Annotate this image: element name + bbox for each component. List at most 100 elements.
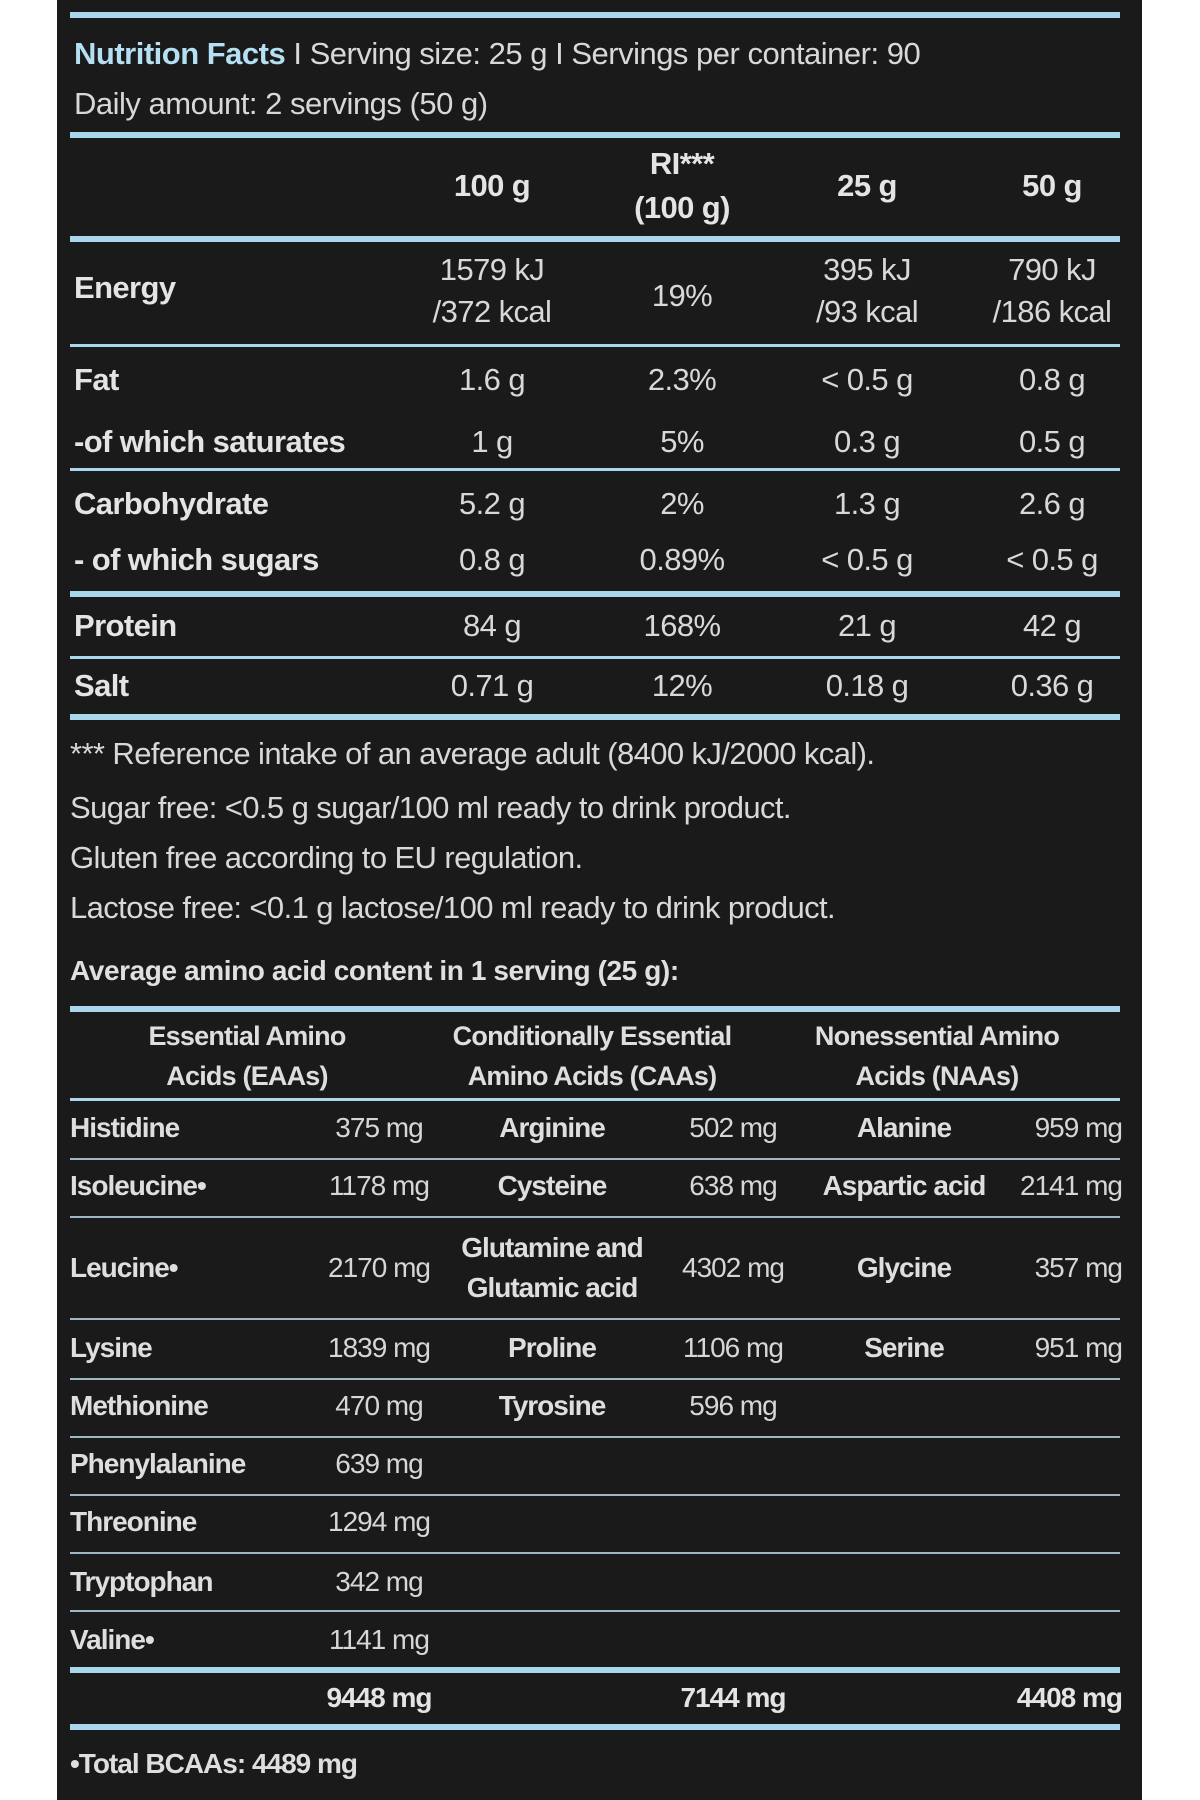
eaa-header-line1: Essential Amino — [148, 1021, 346, 1051]
col-50g: 50 g — [1022, 168, 1082, 203]
salt-ri: 12% — [651, 668, 713, 703]
caa-total: 7144 mg — [680, 1682, 786, 1713]
caa-header-line2: Amino Acids (CAAs) — [467, 1061, 717, 1091]
protein-rule — [70, 656, 1120, 659]
energy-25g-kcal: /93 kcal — [815, 294, 919, 329]
eaa-name-tryptophan: Tryptophan — [70, 1566, 213, 1597]
caa-value-glutamine-glutamic-acid: 4302 mg — [682, 1252, 785, 1283]
col-ri: RI*** — [649, 146, 715, 181]
note-gluten-free: Gluten free according to EU regulation. — [70, 840, 583, 875]
amino-title: Average amino acid content in 1 serving … — [70, 955, 679, 986]
amino-row-rule — [70, 1494, 1120, 1496]
eaa-value-tryptophan: 342 mg — [335, 1566, 423, 1597]
eaa-value-lysine: 1839 mg — [328, 1332, 431, 1363]
eaa-value-phenylalanine: 639 mg — [335, 1448, 423, 1479]
eaa-name-phenylalanine: Phenylalanine — [70, 1448, 246, 1479]
naa-value-aspartic-acid: 2141 mg — [1020, 1170, 1123, 1201]
note-sugar-free: Sugar free: <0.5 g sugar/100 ml ready to… — [70, 790, 792, 825]
protein-ri: 168% — [643, 608, 721, 643]
saturates-50g: 0.5 g — [1019, 424, 1086, 459]
naa-value-serine: 951 mg — [1034, 1332, 1123, 1363]
naa-header-line1: Nonessential Amino — [814, 1021, 1060, 1051]
naa-value-glycine: 357 mg — [1034, 1252, 1123, 1283]
amino-top-rule — [70, 1006, 1120, 1012]
amino-head-rule — [70, 1098, 1120, 1101]
protein-100g: 84 g — [463, 608, 522, 643]
amino-row-rule — [70, 1436, 1120, 1438]
row-label-salt: Salt — [74, 668, 129, 703]
salt-50g: 0.36 g — [1010, 668, 1094, 703]
eaa-total: 9448 mg — [326, 1682, 432, 1713]
energy-25g-kj: 395 kJ — [823, 252, 911, 287]
col-head-rule — [70, 236, 1120, 242]
caa-name-glutamic-acid: Glutamic acid — [466, 1272, 639, 1303]
fat-100g: 1.6 g — [459, 362, 526, 397]
eaa-value-threonine: 1294 mg — [328, 1506, 431, 1537]
col-100g: 100 g — [453, 168, 531, 203]
naa-header-line2: Acids (NAAs) — [855, 1061, 1020, 1091]
carbohydrate-50g: 2.6 g — [1019, 486, 1086, 521]
salt-100g: 0.71 g — [450, 668, 534, 703]
carbohydrate-100g: 5.2 g — [459, 486, 526, 521]
eaa-name-threonine: Threonine — [70, 1506, 197, 1537]
amino-row-rule — [70, 1552, 1120, 1554]
naa-name-serine: Serine — [864, 1332, 945, 1363]
serving-line: Nutrition Facts I Serving size: 25 g I S… — [74, 29, 921, 79]
salt-rule — [70, 714, 1120, 720]
energy-rule — [70, 344, 1120, 347]
eaa-name-isoleucine: Isoleucine• — [70, 1170, 207, 1201]
protein-25g: 21 g — [838, 608, 897, 643]
caa-value-proline: 1106 mg — [683, 1332, 784, 1363]
note-reference-intake: *** Reference intake of an average adult… — [70, 736, 875, 771]
row-label-saturates: -of which saturates — [74, 424, 346, 459]
amino-row-rule — [70, 1158, 1120, 1160]
row-label-energy: Energy — [74, 270, 176, 305]
fat-rule — [70, 468, 1120, 471]
caa-name-arginine: Arginine — [499, 1112, 606, 1143]
col-25g: 25 g — [837, 168, 897, 203]
eaa-header-line2: Acids (EAAs) — [166, 1061, 328, 1091]
amino-totals-rule — [70, 1667, 1120, 1673]
nutrition-facts-title: Nutrition Facts — [74, 36, 286, 71]
header-rule — [70, 132, 1120, 138]
saturates-100g: 1 g — [471, 424, 513, 459]
nutrition-panel: Nutrition Facts I Serving size: 25 g I S… — [57, 0, 1142, 1800]
caa-value-cysteine: 638 mg — [689, 1170, 777, 1201]
eaa-name-histidine: Histidine — [70, 1112, 180, 1143]
energy-50g-kj: 790 kJ — [1008, 252, 1096, 287]
row-label-protein: Protein — [74, 608, 177, 643]
amino-row-rule — [70, 1378, 1120, 1380]
energy-100g-kcal: /372 kcal — [432, 294, 552, 329]
eaa-value-methionine: 470 mg — [335, 1390, 423, 1421]
amino-row-rule — [70, 1318, 1120, 1320]
eaa-name-leucine: Leucine• — [70, 1252, 179, 1283]
energy-ri: 19% — [651, 278, 713, 313]
sugars-25g: < 0.5 g — [821, 542, 913, 577]
carbohydrate-rule — [70, 591, 1120, 597]
protein-50g: 42 g — [1023, 608, 1082, 643]
daily-amount: Daily amount: 2 servings (50 g) — [74, 86, 488, 121]
amino-bottom-rule — [70, 1724, 1120, 1730]
caa-name-cysteine: Cysteine — [497, 1170, 608, 1201]
row-label-sugars: - of which sugars — [74, 542, 319, 577]
amino-row-rule — [70, 1216, 1120, 1218]
col-ri-basis: (100 g) — [634, 190, 730, 225]
fat-ri: 2.3% — [647, 362, 717, 397]
top-rule — [70, 12, 1120, 18]
energy-100g-kj: 1579 kJ — [439, 252, 545, 287]
sugars-50g: < 0.5 g — [1006, 542, 1098, 577]
carbohydrate-ri: 2% — [660, 486, 704, 521]
note-lactose-free: Lactose free: <0.1 g lactose/100 ml read… — [70, 890, 836, 925]
serving-info: I Serving size: 25 g I Servings per cont… — [285, 36, 921, 71]
caa-name-glutamine: Glutamine and — [461, 1232, 643, 1263]
salt-25g: 0.18 g — [825, 668, 909, 703]
caa-value-arginine: 502 mg — [689, 1112, 777, 1143]
caa-header-line1: Conditionally Essential — [452, 1021, 732, 1051]
naa-total: 4408 mg — [1016, 1682, 1123, 1713]
naa-name-glycine: Glycine — [856, 1252, 952, 1283]
row-label-carbohydrate: Carbohydrate — [74, 486, 269, 521]
eaa-value-isoleucine: 1178 mg — [329, 1170, 430, 1201]
eaa-name-valine: Valine• — [70, 1624, 155, 1655]
caa-name-tyrosine: Tyrosine — [498, 1390, 607, 1421]
saturates-25g: 0.3 g — [834, 424, 901, 459]
